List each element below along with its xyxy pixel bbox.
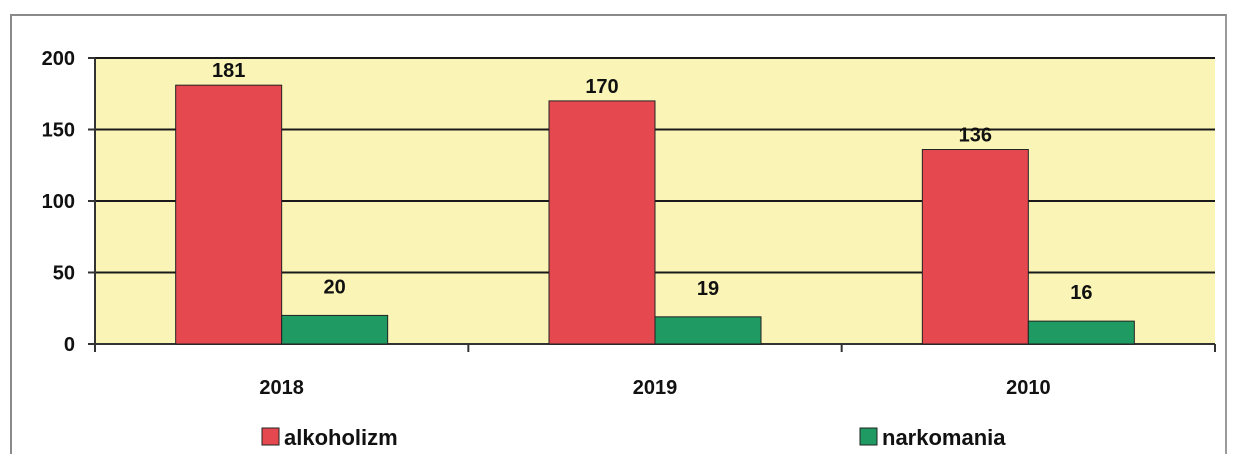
bar-narkomania-2018: [281, 314, 389, 345]
bar-narkomania-2010: [1027, 320, 1135, 345]
y-tick-label-50: 50: [53, 263, 75, 285]
data-label-narkomania-2019: 19: [697, 278, 719, 300]
x-tick-label-2018: 2018: [259, 377, 304, 399]
y-tick-label-150: 150: [42, 120, 75, 142]
y-tick-label-0: 0: [64, 334, 75, 356]
x-tick-label-2019: 2019: [633, 377, 678, 399]
chart-frame: [10, 14, 1227, 454]
data-label-alkoholizm-2018: 181: [212, 60, 245, 82]
y-tick-label-200: 200: [42, 48, 75, 70]
bar-narkomania-2019: [654, 316, 762, 345]
legend-swatch-narkomania: [859, 427, 878, 446]
y-tick-label-100: 100: [42, 191, 75, 213]
data-label-narkomania-2018: 20: [324, 276, 346, 298]
legend-label-narkomania: narkomania: [882, 425, 1006, 450]
bar-alkoholizm-2019: [548, 100, 656, 345]
legend-label-alkoholizm: alkoholizm: [284, 425, 398, 450]
bar-alkoholizm-2018: [175, 84, 283, 345]
legend-swatch-alkoholizm: [261, 427, 280, 446]
bar-alkoholizm-2010: [921, 149, 1029, 345]
data-label-alkoholizm-2010: 136: [959, 125, 992, 147]
data-label-alkoholizm-2019: 170: [585, 76, 618, 98]
x-tick-label-2010: 2010: [1006, 377, 1051, 399]
data-label-narkomania-2010: 16: [1070, 282, 1092, 304]
